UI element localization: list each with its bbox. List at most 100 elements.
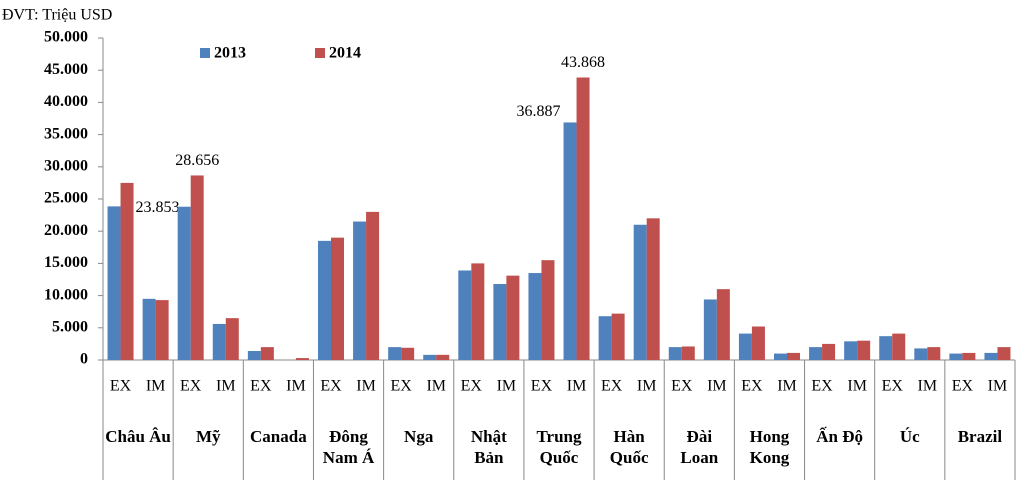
x-tick-label: IM — [356, 378, 376, 395]
bar — [914, 348, 928, 360]
y-tick-label: 50.000 — [44, 29, 88, 46]
group-label: Châu Âu — [105, 427, 171, 446]
x-tick-label: IM — [567, 378, 587, 395]
bar — [401, 347, 415, 360]
bar — [668, 347, 682, 360]
bar — [703, 299, 717, 360]
x-tick-label: EX — [180, 378, 202, 395]
x-tick-label: EX — [320, 378, 342, 395]
x-tick-label: IM — [707, 378, 727, 395]
bar — [260, 347, 274, 360]
bar — [190, 175, 204, 360]
value-label: 36.887 — [517, 103, 561, 120]
group-label: Đài Loan — [680, 427, 719, 467]
y-tick-label: 0 — [80, 351, 88, 368]
legend-label: 2014 — [329, 45, 361, 62]
bar — [528, 273, 542, 360]
legend-swatch — [200, 48, 210, 58]
x-tick-label: EX — [390, 378, 412, 395]
bar — [787, 352, 800, 360]
bar — [331, 237, 344, 360]
y-tick-label: 30.000 — [44, 157, 88, 174]
group-label: Đông Nam Á — [322, 427, 375, 467]
bar — [120, 182, 134, 360]
x-tick-label: IM — [286, 378, 306, 395]
x-tick-label: IM — [497, 378, 517, 395]
bar — [471, 263, 485, 360]
bar — [366, 211, 380, 360]
bar — [809, 347, 823, 360]
bar — [598, 316, 612, 360]
bar — [353, 221, 367, 360]
y-tick-label: 20.000 — [44, 222, 88, 239]
bar — [563, 122, 577, 360]
bar — [423, 354, 437, 360]
group-label: Brazil — [957, 427, 1003, 446]
bar — [247, 350, 261, 360]
bar — [493, 284, 507, 360]
bar — [458, 270, 472, 360]
x-tick-label: EX — [461, 378, 483, 395]
value-label: 23.853 — [136, 199, 180, 216]
bar — [142, 298, 156, 360]
x-tick-label: EX — [110, 378, 132, 395]
bar — [844, 341, 858, 360]
x-tick-label: IM — [146, 378, 166, 395]
y-tick-label: 15.000 — [44, 254, 88, 271]
bar — [751, 326, 765, 360]
y-tick-label: 45.000 — [44, 61, 88, 78]
y-tick-label: 35.000 — [44, 125, 88, 142]
x-tick-label: IM — [918, 378, 938, 395]
bar — [155, 300, 169, 360]
bar — [436, 354, 450, 360]
group-label: Nga — [404, 427, 434, 446]
group-label: Mỹ — [195, 427, 221, 446]
group-label: Hong Kong — [749, 427, 790, 467]
y-tick-label: 40.000 — [44, 93, 88, 110]
x-tick-label: EX — [601, 378, 623, 395]
group-label: Úc — [899, 427, 920, 446]
x-tick-label: IM — [426, 378, 446, 395]
x-tick-label: EX — [741, 378, 763, 395]
group-label: Trung Quốc — [536, 427, 582, 467]
x-tick-label: EX — [882, 378, 904, 395]
bar — [738, 333, 752, 360]
bar — [879, 336, 893, 360]
group-label: Nhật Bản — [470, 427, 507, 467]
bar — [997, 347, 1011, 360]
y-tick-label: 10.000 — [44, 286, 88, 303]
x-tick-label: IM — [216, 378, 236, 395]
bar — [107, 206, 121, 360]
x-tick-label: EX — [811, 378, 833, 395]
x-tick-label: IM — [637, 378, 657, 395]
x-tick-label: EX — [531, 378, 553, 395]
bar — [295, 358, 309, 360]
x-tick-label: EX — [250, 378, 272, 395]
bar — [962, 352, 976, 360]
bar — [949, 353, 963, 360]
group-label: Canada — [250, 427, 307, 446]
bar — [774, 353, 787, 360]
bar — [716, 289, 730, 360]
bar — [633, 224, 647, 360]
bar — [822, 343, 836, 360]
x-tick-label: IM — [777, 378, 797, 395]
legend-label: 2013 — [214, 45, 246, 62]
bar — [646, 218, 660, 360]
y-tick-label: 5.000 — [52, 318, 88, 335]
group-label: Ấn Độ — [816, 427, 863, 446]
bar — [212, 323, 226, 360]
bar — [506, 275, 520, 360]
bar — [681, 346, 695, 360]
value-label: 43.868 — [561, 54, 605, 71]
bar — [984, 352, 998, 360]
bar — [225, 318, 239, 360]
x-tick-label: IM — [847, 378, 867, 395]
y-tick-label: 25.000 — [44, 190, 88, 207]
chart-title: ĐVT: Triệu USD — [2, 7, 112, 24]
bar — [541, 260, 555, 360]
x-tick-label: EX — [952, 378, 974, 395]
bar — [611, 313, 625, 360]
